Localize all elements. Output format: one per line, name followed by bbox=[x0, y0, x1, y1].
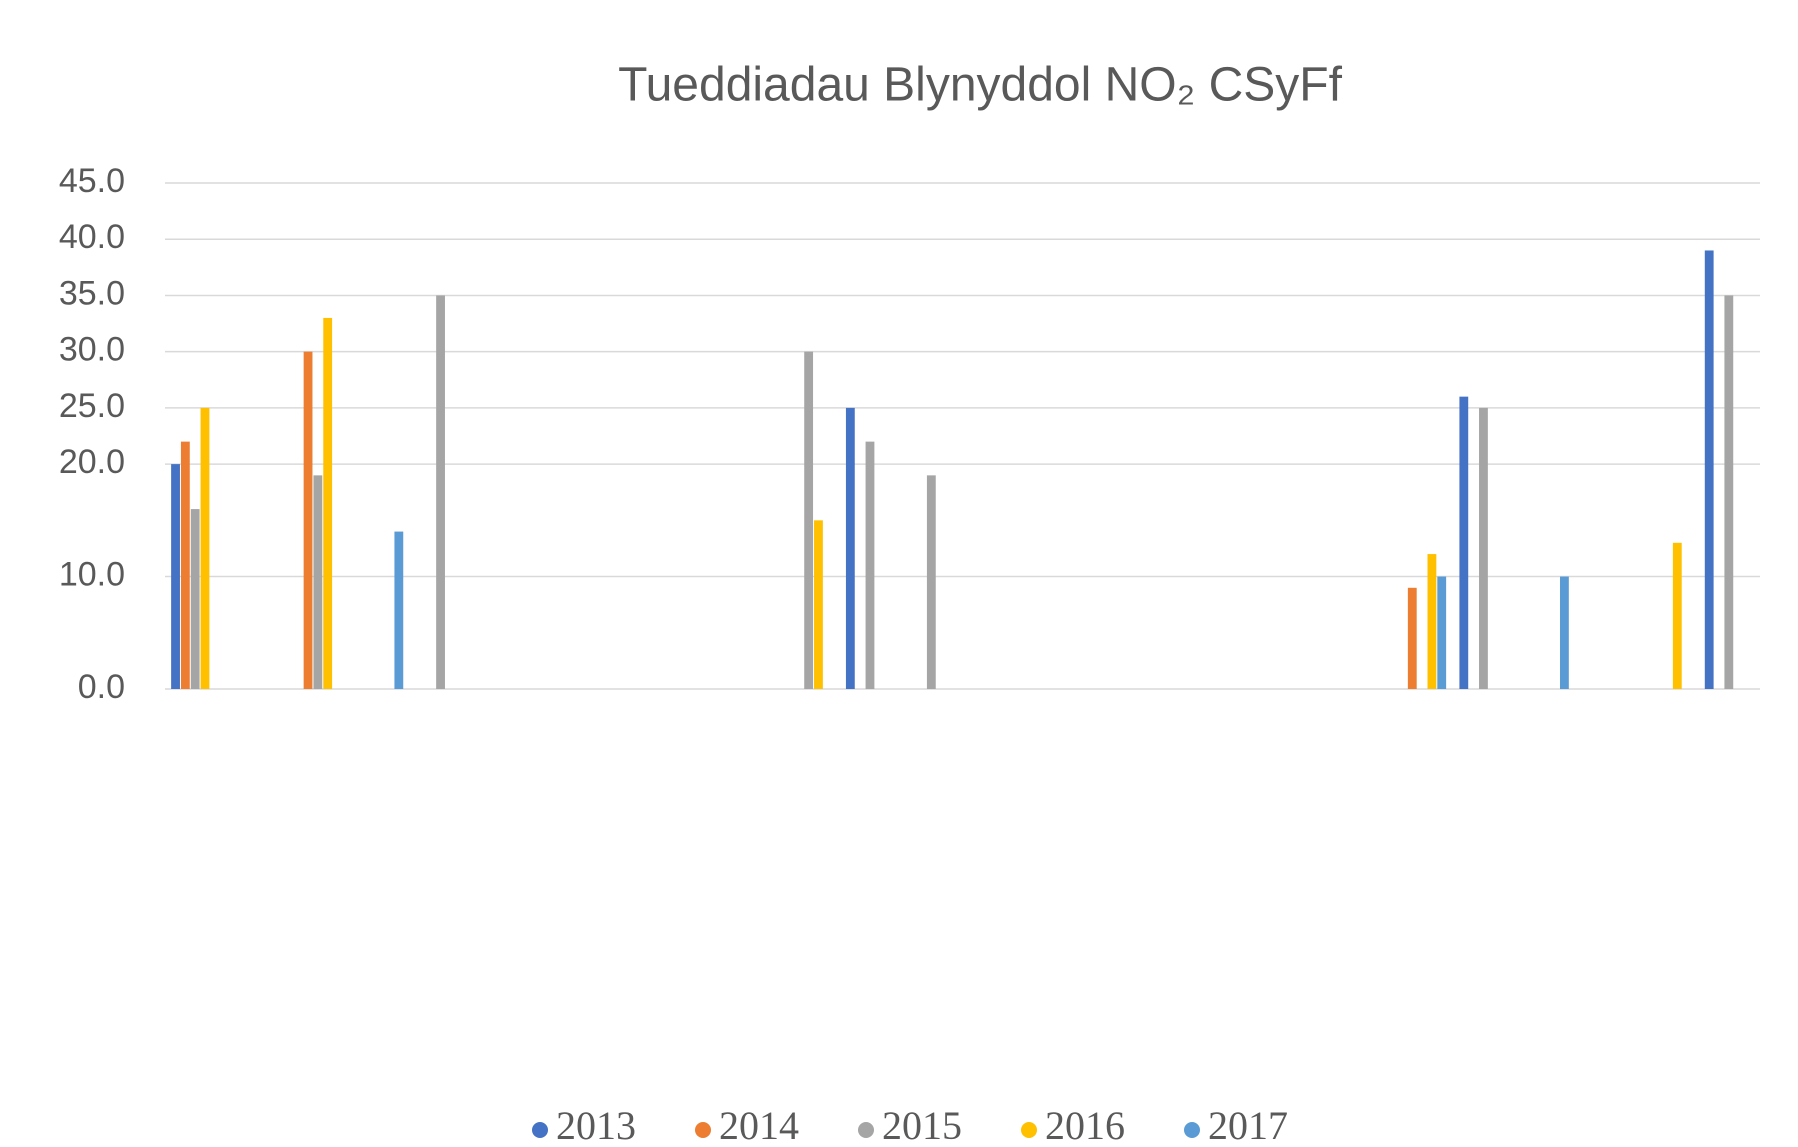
bar bbox=[1672, 542, 1682, 689]
bar bbox=[1560, 576, 1569, 689]
legend-label: 2017 bbox=[1208, 1103, 1288, 1147]
bar bbox=[190, 509, 200, 689]
y-tick-label: 20.0 bbox=[59, 443, 125, 481]
legend-swatch bbox=[695, 1122, 711, 1138]
y-tick-label: 45.0 bbox=[59, 162, 125, 200]
legend-label: 2015 bbox=[882, 1103, 962, 1147]
bar bbox=[926, 475, 936, 689]
bar bbox=[323, 317, 333, 689]
bar bbox=[1427, 554, 1437, 689]
bar bbox=[1724, 295, 1734, 689]
y-tick-label: 0.0 bbox=[78, 668, 125, 706]
bar bbox=[171, 464, 180, 689]
bar bbox=[303, 351, 313, 689]
bar bbox=[436, 295, 445, 689]
legend-label: 2014 bbox=[719, 1103, 799, 1147]
y-tick-label: 10.0 bbox=[59, 556, 125, 594]
bar bbox=[1437, 576, 1447, 689]
bar bbox=[394, 531, 404, 689]
y-tick-label: 35.0 bbox=[59, 274, 125, 312]
bar bbox=[313, 475, 323, 689]
bar bbox=[845, 407, 855, 689]
bar bbox=[865, 441, 875, 689]
chart-title: Tueddiadau Blynyddol NO₂ CSyFf bbox=[618, 59, 1343, 112]
legend-label: 2016 bbox=[1045, 1103, 1125, 1147]
legend-swatch bbox=[1184, 1122, 1200, 1138]
bar bbox=[200, 407, 210, 689]
legend-swatch bbox=[532, 1122, 548, 1138]
y-tick-label: 40.0 bbox=[59, 218, 125, 256]
bar bbox=[1704, 250, 1714, 689]
y-tick-label: 25.0 bbox=[59, 387, 125, 425]
legend-label: 2013 bbox=[556, 1103, 636, 1147]
bar bbox=[1459, 396, 1469, 689]
legend-swatch bbox=[1021, 1122, 1037, 1138]
bar bbox=[1479, 407, 1488, 689]
legend-swatch bbox=[858, 1122, 874, 1138]
bar bbox=[804, 351, 814, 689]
bar bbox=[180, 441, 190, 689]
bar bbox=[814, 520, 823, 689]
y-tick-label: 30.0 bbox=[59, 331, 125, 369]
bar bbox=[1407, 587, 1417, 689]
